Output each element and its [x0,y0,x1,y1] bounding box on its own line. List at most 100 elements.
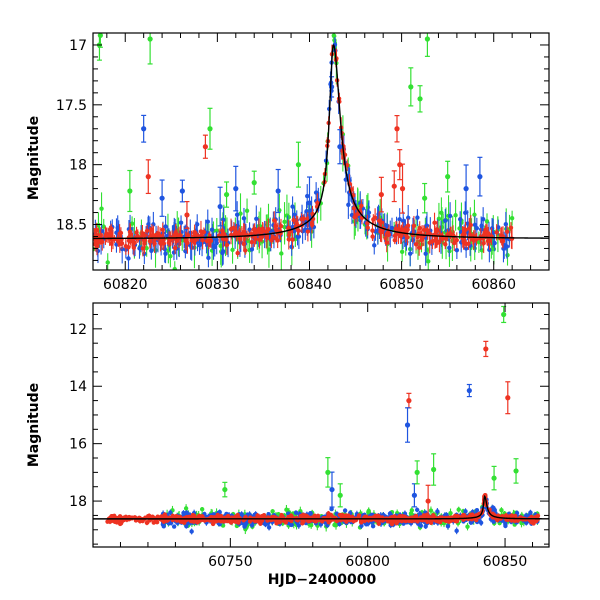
data-point [405,235,410,240]
data-point [178,220,184,225]
data-point [98,233,103,238]
top-plot-frame [92,32,550,271]
data-point [359,523,364,529]
data-point [492,240,497,246]
data-point [425,519,430,524]
data-point [389,225,395,231]
data-point [408,84,414,90]
data-point [337,521,342,527]
data-point [249,247,255,252]
data-point [329,486,335,493]
data-point [224,518,230,524]
data-point [235,250,240,256]
data-point [266,525,272,530]
axes-box [92,302,550,548]
data-point [439,210,444,215]
data-point [249,239,255,245]
data-point [477,174,483,180]
data-point [485,231,491,236]
data-point [454,519,460,524]
data-point [149,248,154,253]
data-point [306,518,312,524]
data-point [422,195,428,201]
data-point [147,36,153,42]
data-point [359,203,364,208]
data-point [243,248,248,253]
data-point [509,215,515,221]
data-point [197,242,202,248]
x-tick-label: 60860 [471,277,516,293]
data-point [445,524,451,529]
y-tick-label: 14 [69,379,87,395]
data-point [424,223,430,228]
data-point [118,521,123,527]
data-point [126,256,131,261]
data-point [172,245,178,251]
data-point [119,246,125,252]
data-point [220,523,226,528]
data-point [295,162,302,168]
data-point [128,232,133,237]
data-point [399,249,405,254]
data-point [491,505,496,511]
data-point [183,506,189,511]
data-point [279,251,284,256]
data-point [505,395,511,401]
data-point [101,224,106,229]
data-point [204,238,210,244]
data-point [463,246,469,251]
data-point [200,238,205,243]
data-point [108,233,114,238]
data-point [501,311,507,318]
data-point [494,230,499,235]
data-point [414,507,420,513]
data-point [491,475,497,481]
data-point [320,519,325,524]
data-point [114,520,120,525]
data-point [290,204,295,209]
data-point [370,228,375,233]
data-point [166,240,172,246]
data-point [184,212,190,218]
bottom-panel-full: 60750 60800 60850 12 14 16 18 Magnitude HJD−24… [26,302,550,588]
data-point [474,237,479,242]
data-point [391,183,397,189]
data-point [414,469,420,475]
data-point [275,238,280,243]
data-point [247,519,253,524]
data-point [249,522,255,528]
data-point [418,523,424,528]
top-plot-area [93,33,549,270]
data-point [454,247,460,253]
data-point [376,211,381,217]
data-point [535,513,541,518]
data-point [244,208,250,213]
top-y-axis-label: Magnitude [26,116,42,200]
data-point [363,517,369,522]
data-point [117,231,122,236]
data-point [499,507,504,513]
data-point [223,191,230,198]
data-point [222,486,228,493]
data-point [472,222,478,228]
data-point [346,202,351,207]
bottom-plot-area [93,305,549,535]
data-point [378,229,383,234]
data-point [351,519,356,524]
data-point [289,518,294,524]
data-point [183,248,188,254]
data-point [385,230,391,235]
data-point [304,514,309,520]
data-point [159,195,165,201]
data-point [352,214,357,220]
y-tick-label: 17 [69,38,87,54]
data-point [417,96,423,102]
data-point [291,217,296,223]
data-point [224,237,229,243]
bottom-plot-frame [92,302,550,548]
data-point [220,250,225,256]
data-point [512,513,518,519]
model-curve [93,43,549,240]
data-point [454,528,459,534]
